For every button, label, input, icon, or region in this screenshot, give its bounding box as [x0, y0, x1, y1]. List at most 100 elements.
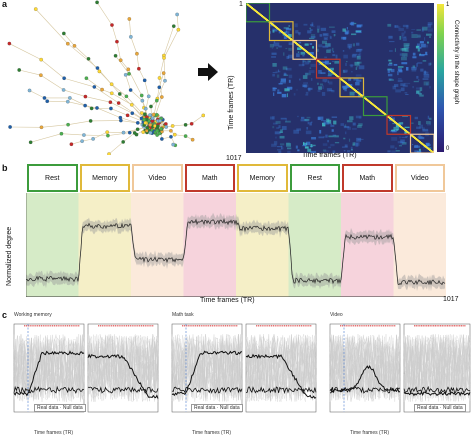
graph-node [129, 35, 133, 39]
graph-node [129, 102, 134, 107]
graph-node [88, 119, 93, 123]
legend-real-label: Real data [37, 405, 59, 411]
graph-node [142, 117, 146, 122]
onset-subplot [171, 323, 243, 413]
graph-node [39, 125, 44, 130]
shape-graph-network [7, 0, 205, 155]
graph-node [59, 131, 64, 136]
graph-node [125, 113, 130, 118]
graph-node [86, 56, 91, 61]
graph-node [113, 53, 118, 58]
onset-subplot [329, 323, 401, 413]
graph-node [159, 127, 163, 131]
graph-node [39, 57, 43, 62]
graph-node [156, 124, 160, 129]
graph-node [121, 140, 125, 144]
graph-node [127, 17, 132, 21]
graph-node [92, 85, 97, 89]
matrix-y-tick-end: 1017 [226, 155, 242, 162]
graph-node [157, 131, 162, 136]
graph-node [157, 85, 162, 90]
graph-node [183, 123, 188, 127]
graph-node [126, 67, 131, 72]
matrix-y-label: Time frames (TR) [228, 75, 235, 130]
legend-math: Real data · Null data [191, 404, 243, 412]
graph-node [140, 98, 145, 103]
colorbar-max: 1 [446, 2, 450, 8]
graph-node [148, 113, 152, 117]
onset-subplot [245, 323, 317, 413]
graph-node [61, 88, 66, 92]
graph-node [109, 106, 113, 111]
graph-node [142, 78, 147, 83]
graph-node [119, 118, 123, 123]
graph-node [128, 88, 133, 92]
right-arrow-icon [198, 63, 218, 81]
group-title-math-task: Math task [172, 312, 194, 318]
task-block-video: Video [394, 164, 445, 192]
graph-node [127, 72, 131, 76]
legend-null-label: Null data [219, 405, 240, 411]
legend-wm: Real data · Null data [34, 404, 86, 412]
graph-node [141, 130, 146, 134]
graph-node [154, 98, 159, 103]
task-block-memory: Memory [79, 164, 130, 192]
graph-node [155, 112, 159, 117]
legend-video: Real data · Null data [414, 404, 466, 412]
graph-node [140, 111, 144, 115]
graph-node [176, 27, 181, 32]
graph-node [139, 93, 144, 98]
graph-node [132, 131, 137, 135]
graph-node [109, 91, 114, 96]
graph-node [155, 129, 159, 133]
graph-node [66, 41, 70, 46]
graph-node [135, 121, 140, 125]
legend-null-label: Null data [442, 405, 463, 411]
connectivity-matrix [246, 3, 434, 153]
graph-node [45, 99, 50, 104]
onset-subplot [87, 323, 159, 413]
task-block-rest: Rest [27, 164, 78, 192]
graph-node [148, 123, 153, 127]
graph-node [105, 130, 110, 134]
task-block-math: Math [342, 164, 393, 192]
graph-node [183, 134, 188, 138]
graph-node [95, 0, 99, 5]
graph-node [100, 87, 104, 92]
matrix-y-tick-start: 1 [239, 1, 243, 8]
graph-node [69, 142, 74, 147]
graph-node [116, 101, 121, 105]
xlabel-math: Time frames (TR) [192, 430, 231, 436]
colorbar-label: Connectivity in the shape graph [453, 20, 459, 105]
graph-node [107, 152, 111, 155]
onset-subplot [13, 323, 85, 413]
graph-node [143, 112, 147, 116]
graph-node [33, 7, 38, 11]
graph-node [72, 44, 77, 48]
panel-a-letter: a [2, 0, 8, 9]
graph-node [189, 121, 194, 126]
graph-node [80, 139, 84, 143]
legend-real-label: Real data [417, 405, 439, 411]
graph-node [27, 88, 32, 93]
degree-timeseries-plot [26, 193, 446, 297]
group-title-working-memory: Working memory [14, 312, 52, 318]
graph-node [83, 94, 88, 99]
graph-node [164, 122, 168, 126]
graph-node [150, 116, 155, 121]
graph-node [62, 31, 66, 36]
graph-node [110, 23, 114, 27]
graph-node [145, 126, 150, 130]
graph-node [162, 56, 166, 60]
graph-node [42, 96, 47, 100]
task-block-math: Math [184, 164, 235, 192]
graph-node [62, 76, 66, 81]
graph-node [95, 106, 99, 110]
degree-x-tick-end: 1017 [443, 296, 459, 303]
graph-node [68, 96, 72, 100]
graph-node [91, 137, 95, 141]
onset-subplot [403, 323, 471, 413]
graph-node [137, 66, 141, 71]
graph-node [66, 99, 70, 104]
graph-node [28, 140, 33, 145]
